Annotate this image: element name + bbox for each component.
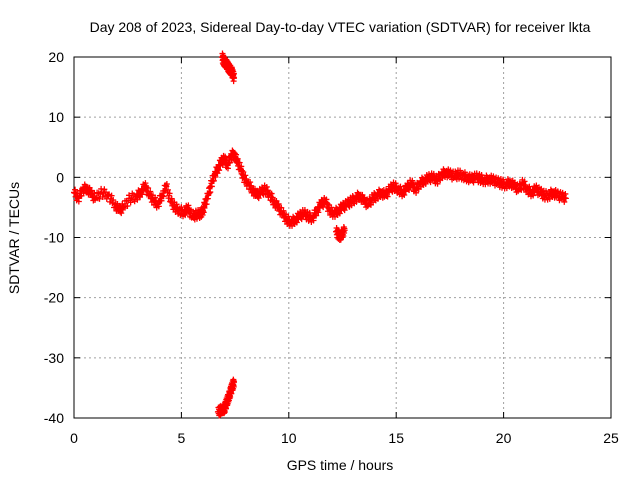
x-tick-label: 0 bbox=[70, 430, 78, 446]
series-lower-branch bbox=[214, 376, 238, 419]
data-point bbox=[231, 75, 238, 82]
y-tick-label: -40 bbox=[44, 410, 64, 426]
data-point bbox=[269, 194, 276, 201]
y-tick-label: -10 bbox=[44, 230, 64, 246]
x-tick-label: 5 bbox=[178, 430, 186, 446]
data-point bbox=[142, 180, 149, 187]
data-point bbox=[96, 195, 103, 202]
axis-ticks bbox=[73, 56, 612, 419]
data-point bbox=[203, 201, 210, 208]
data-point bbox=[392, 180, 399, 187]
data-point bbox=[248, 182, 255, 189]
y-axis-label: SDTVAR / TECUs bbox=[6, 182, 22, 294]
data-point bbox=[409, 177, 416, 184]
series-isolated-dip bbox=[333, 223, 348, 244]
data-point bbox=[110, 197, 117, 204]
data-point bbox=[147, 188, 154, 195]
data-point bbox=[185, 202, 192, 209]
y-tick-label: 0 bbox=[56, 169, 64, 185]
x-tick-label: 25 bbox=[603, 430, 619, 446]
data-point bbox=[231, 150, 238, 157]
data-point bbox=[145, 185, 152, 192]
series-main-trace bbox=[71, 147, 569, 229]
data-point bbox=[236, 159, 243, 166]
data-point bbox=[397, 183, 404, 190]
y-tick-label: 10 bbox=[48, 109, 64, 125]
data-point bbox=[168, 195, 175, 202]
data-point bbox=[160, 193, 167, 200]
x-tick-label: 20 bbox=[496, 430, 512, 446]
data-point bbox=[313, 212, 320, 219]
data-points bbox=[71, 50, 569, 419]
data-point bbox=[124, 202, 131, 209]
data-point bbox=[210, 177, 217, 184]
data-point bbox=[280, 207, 287, 214]
data-point bbox=[72, 186, 79, 193]
y-tick-label: -30 bbox=[44, 350, 64, 366]
data-point bbox=[206, 189, 213, 196]
x-tick-labels: 0 5 10 15 20 25 bbox=[70, 430, 619, 446]
data-point bbox=[163, 181, 170, 188]
data-point bbox=[207, 189, 214, 196]
data-point bbox=[155, 203, 162, 210]
data-point bbox=[158, 197, 165, 204]
data-point bbox=[242, 172, 249, 179]
data-point bbox=[275, 200, 282, 207]
data-point bbox=[226, 159, 233, 166]
data-point bbox=[239, 167, 246, 174]
data-point bbox=[222, 153, 229, 160]
data-point bbox=[243, 175, 250, 182]
data-point bbox=[310, 217, 317, 224]
chart-title: Day 208 of 2023, Sidereal Day-to-day VTE… bbox=[90, 19, 591, 35]
data-point bbox=[263, 183, 270, 190]
x-tick-label: 10 bbox=[281, 430, 297, 446]
data-point bbox=[234, 155, 241, 162]
data-point bbox=[208, 183, 215, 190]
data-point bbox=[268, 190, 275, 197]
data-point bbox=[247, 179, 254, 186]
data-point bbox=[240, 168, 247, 175]
data-point bbox=[75, 198, 82, 205]
data-point bbox=[521, 178, 528, 185]
data-point bbox=[323, 196, 330, 203]
grid-lines bbox=[74, 57, 611, 418]
series-upper-branch bbox=[219, 50, 238, 85]
data-point bbox=[231, 378, 238, 385]
data-point bbox=[166, 190, 173, 197]
data-point bbox=[108, 192, 115, 199]
y-tick-label: 20 bbox=[48, 49, 64, 65]
data-point bbox=[278, 204, 285, 211]
data-point bbox=[173, 201, 180, 208]
x-tick-label: 15 bbox=[388, 430, 404, 446]
data-point bbox=[341, 227, 348, 234]
data-point bbox=[224, 165, 231, 172]
data-point bbox=[152, 194, 159, 201]
data-point bbox=[233, 151, 240, 158]
data-point bbox=[164, 186, 171, 193]
x-axis-label: GPS time / hours bbox=[287, 457, 394, 473]
data-point bbox=[238, 163, 245, 170]
data-point bbox=[273, 197, 280, 204]
y-tick-labels: -40 -30 -20 -10 0 10 20 bbox=[44, 49, 64, 426]
y-tick-label: -20 bbox=[44, 290, 64, 306]
data-point bbox=[562, 195, 569, 202]
